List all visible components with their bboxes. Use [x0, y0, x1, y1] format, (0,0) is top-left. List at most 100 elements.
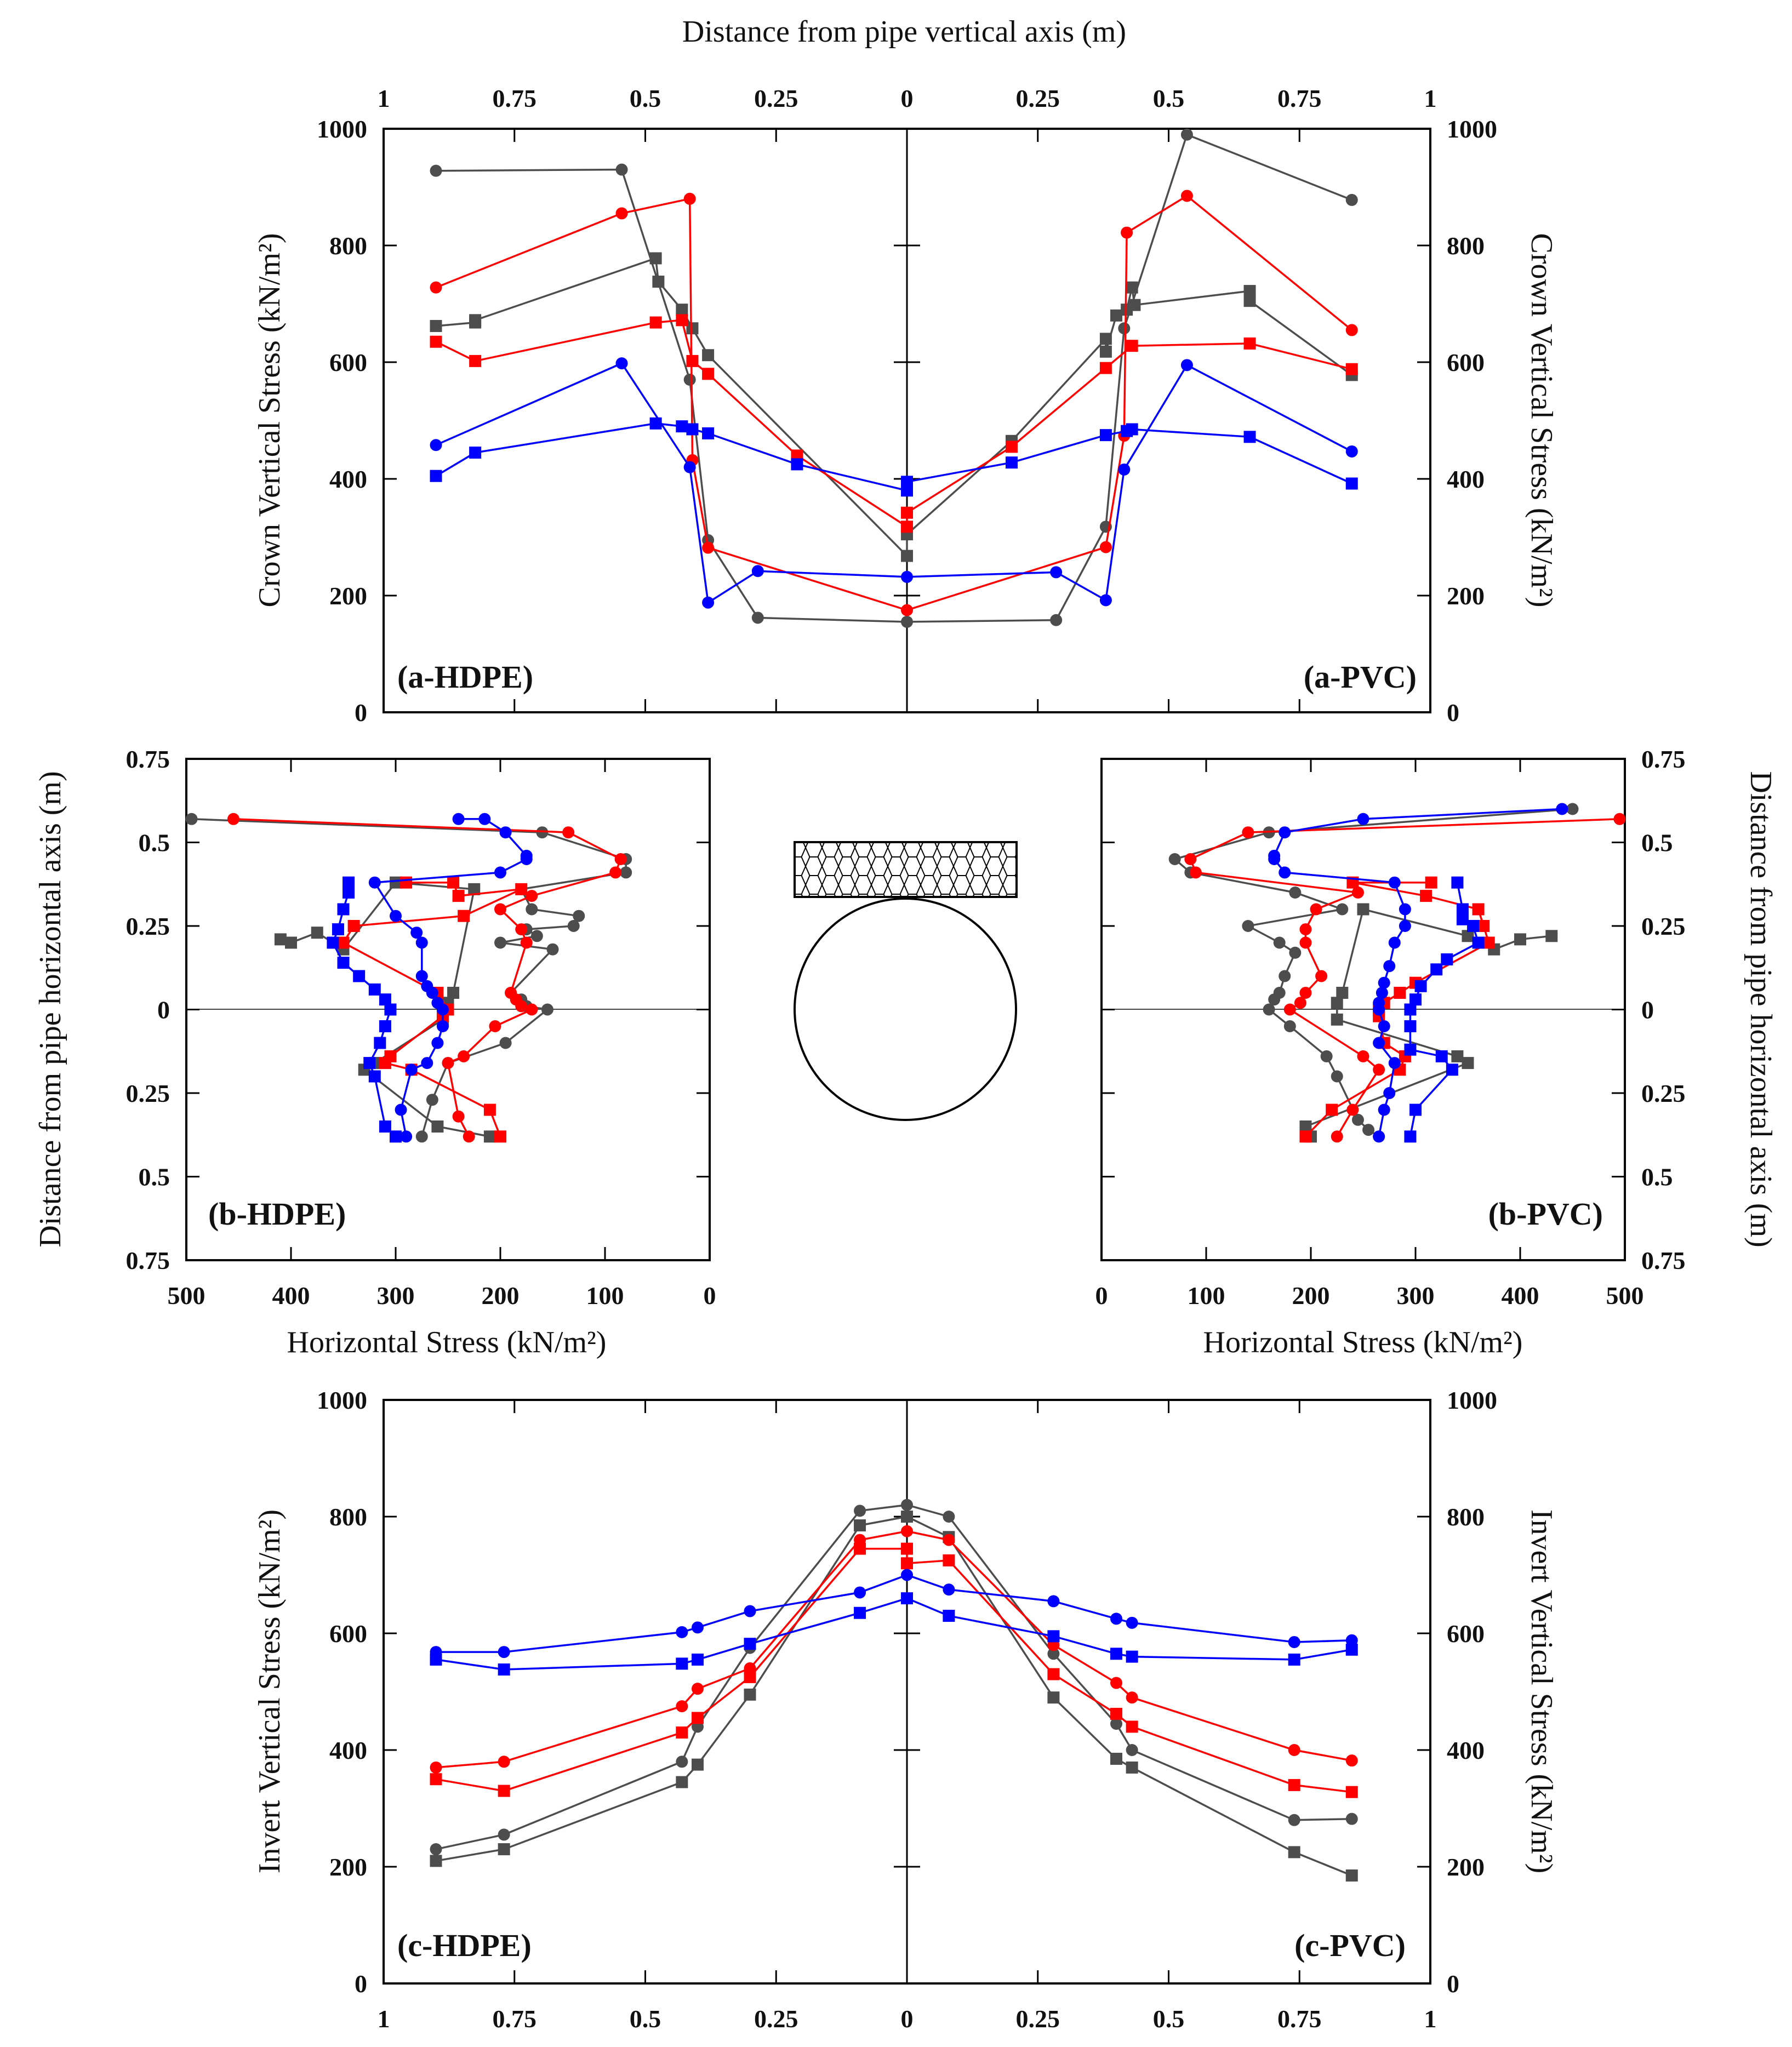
- data-point: [744, 1605, 756, 1617]
- data-point: [702, 541, 715, 554]
- data-point: [1050, 566, 1063, 579]
- data-point: [1472, 903, 1485, 916]
- data-point: [374, 1037, 386, 1049]
- data-point: [421, 1057, 433, 1070]
- data-point: [1126, 1616, 1138, 1629]
- data-point: [1414, 980, 1427, 992]
- data-point: [430, 470, 442, 482]
- data-point: [1126, 1761, 1138, 1774]
- data-point: [676, 1776, 688, 1788]
- y-tick-label: 200: [1447, 582, 1485, 610]
- data-point: [692, 1712, 704, 1724]
- data-point: [901, 1557, 913, 1570]
- y-tick-label: 0: [1641, 996, 1654, 1024]
- y-tick-label: 800: [1447, 232, 1485, 260]
- data-point: [494, 903, 506, 916]
- data-series: [1168, 803, 1626, 1143]
- data-point: [415, 1130, 428, 1143]
- data-point: [1345, 1754, 1358, 1767]
- data-point: [430, 1761, 442, 1774]
- data-point: [400, 876, 413, 889]
- data-point: [744, 1688, 756, 1701]
- panel-label-a-pvc: (a-PVC): [1304, 659, 1417, 695]
- data-point: [1613, 813, 1626, 825]
- data-point: [649, 417, 662, 430]
- data-point: [1047, 1668, 1060, 1680]
- data-point: [901, 1592, 913, 1605]
- data-point: [1288, 1846, 1300, 1859]
- data-point: [1288, 1744, 1300, 1756]
- data-point: [1467, 920, 1480, 932]
- data-point: [494, 936, 506, 949]
- data-point: [498, 1756, 510, 1768]
- x-tick-label: 500: [168, 1282, 206, 1310]
- data-point: [683, 461, 696, 473]
- data-point: [1279, 866, 1291, 879]
- data-point: [702, 596, 715, 609]
- data-point: [1110, 1613, 1122, 1625]
- y-tick-label: 0: [355, 1970, 367, 1998]
- data-point: [343, 887, 355, 899]
- data-point: [692, 1621, 704, 1634]
- data-point: [692, 1683, 704, 1695]
- data-point: [676, 314, 688, 327]
- y-tick-label: 200: [329, 582, 367, 610]
- data-point: [1394, 987, 1406, 999]
- data-point: [1110, 1752, 1122, 1765]
- data-point: [1404, 1043, 1417, 1056]
- data-point: [683, 373, 696, 386]
- data-point: [1336, 987, 1349, 999]
- data-point: [469, 447, 482, 459]
- y-tick-label: 0.25: [126, 1079, 170, 1107]
- data-point: [1047, 1648, 1060, 1660]
- data-point: [379, 1057, 391, 1070]
- x-tick-label: 0.25: [1016, 2005, 1060, 2033]
- data-point: [1110, 1677, 1122, 1689]
- data-point: [415, 970, 428, 982]
- data-point: [430, 1773, 442, 1786]
- data-point: [1299, 1130, 1312, 1143]
- data-point: [943, 1511, 955, 1523]
- data-point: [692, 1653, 704, 1666]
- y-tick-label: 200: [329, 1853, 367, 1881]
- panel-label-b-hdpe: (b-HDPE): [208, 1196, 346, 1232]
- pipe-schematic: [794, 841, 1018, 1121]
- data-point: [901, 550, 913, 562]
- data-point: [1243, 295, 1256, 307]
- data-point: [901, 1525, 913, 1537]
- data-point: [415, 936, 428, 949]
- x-tick-label: 1: [1424, 2005, 1437, 2033]
- data-point: [702, 349, 715, 362]
- data-point: [1299, 987, 1312, 999]
- x-tick-label: 0.5: [630, 84, 661, 112]
- data-point: [1345, 1786, 1358, 1798]
- data-point: [285, 936, 297, 949]
- geocell-layer: [794, 841, 1018, 898]
- data-point: [1331, 1130, 1343, 1143]
- x-tick-labels: 1 0.75 0.5 0.25 0 0.25 0.5 0.75 1: [378, 1400, 1437, 2033]
- panel-b-hdpe-horizontal-stress: 500 400 300 200 100 0 0.750.50.2500.250.50.75…: [33, 745, 716, 1359]
- data-point: [1326, 1103, 1338, 1116]
- data-point: [1279, 826, 1291, 839]
- data-point: [1110, 1718, 1122, 1730]
- data-point: [692, 1758, 704, 1771]
- data-point: [943, 1583, 955, 1596]
- series-gray-square: [430, 1511, 1358, 1882]
- data-point: [469, 314, 482, 327]
- series-blue-square: [430, 417, 1358, 497]
- data-point: [676, 1657, 688, 1670]
- data-point: [468, 883, 481, 895]
- data-point: [744, 1671, 756, 1683]
- data-point: [791, 458, 803, 471]
- data-point: [649, 316, 662, 329]
- data-point: [526, 890, 538, 902]
- data-point: [1451, 1050, 1464, 1062]
- data-point: [1378, 1103, 1390, 1116]
- series-blue-circle: [368, 813, 533, 1143]
- data-point: [379, 993, 391, 1006]
- series-blue-circle: [1268, 803, 1568, 1143]
- data-point: [520, 853, 533, 865]
- data-point: [530, 930, 543, 942]
- x-tick-label: 200: [482, 1282, 520, 1310]
